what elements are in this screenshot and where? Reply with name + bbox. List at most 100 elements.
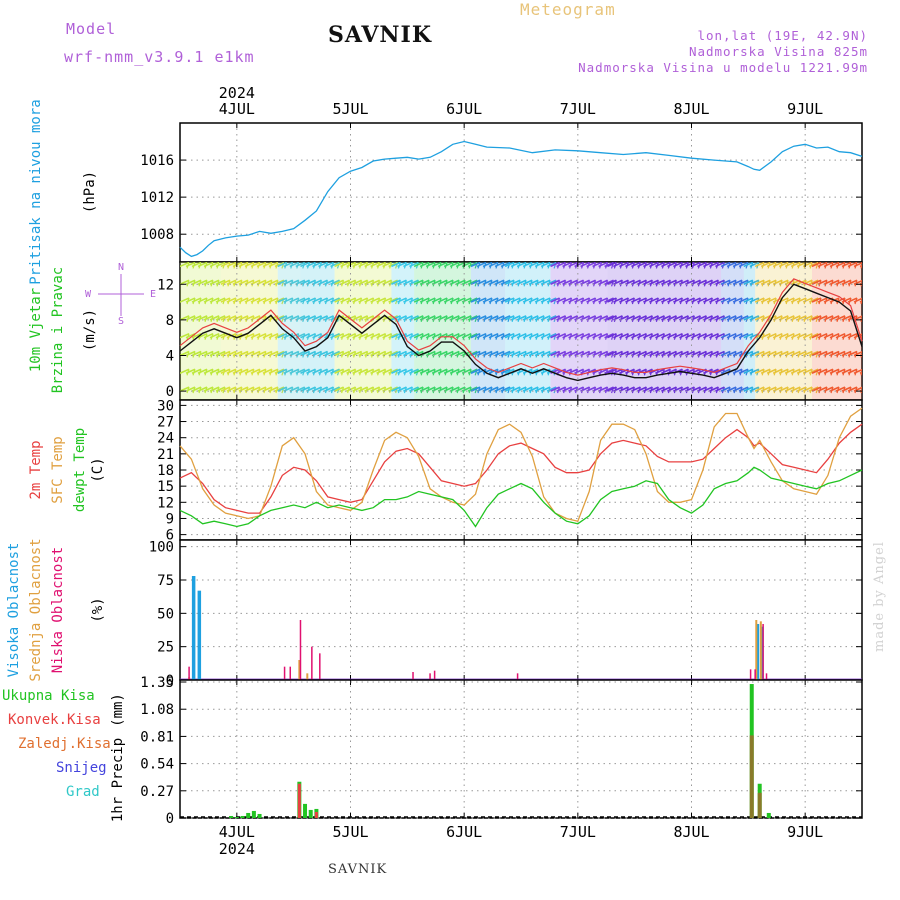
total-precip-bar [766, 812, 771, 818]
wind-barb [738, 297, 749, 303]
wind-barb [598, 386, 608, 392]
wind-gust-line [179, 278, 863, 376]
wind-barb [556, 386, 566, 392]
wind-barb [586, 297, 596, 303]
wind-barb [516, 386, 527, 392]
wind-barb [510, 262, 521, 268]
wind-barb [823, 262, 834, 268]
y-tick-label: 21 [157, 447, 174, 463]
wind-barb [274, 350, 285, 357]
wind-barb [431, 332, 442, 339]
wind-barb [649, 386, 659, 392]
wind-barb [685, 315, 695, 321]
wind-barb [431, 368, 442, 375]
wind-barb [289, 262, 300, 268]
wind-barb [534, 332, 545, 339]
wind-barb [841, 368, 852, 375]
wind-barb [455, 315, 466, 321]
wind-barb [455, 368, 466, 375]
wind-barb [598, 350, 608, 357]
wind-barb [808, 386, 819, 392]
wind-barb [562, 315, 572, 321]
wind-barb [522, 386, 533, 392]
wind-barb [853, 386, 862, 392]
wind-barb [835, 350, 846, 357]
wind-barb [749, 315, 760, 321]
wind-barb [811, 262, 822, 268]
total-precip-bar [308, 809, 313, 818]
wind-barb [673, 279, 683, 285]
wind-barb [185, 315, 196, 321]
wind-barb [556, 297, 566, 303]
wind-barb [790, 332, 801, 339]
wind-barb [720, 315, 731, 321]
wind-barb [250, 262, 261, 268]
wind-barb [534, 297, 545, 303]
wind-barb [743, 262, 754, 268]
wind-barb [262, 350, 273, 357]
low-cloud-bar [283, 666, 286, 680]
wind-speed-line [179, 283, 863, 382]
wind-barb [679, 332, 689, 339]
wind-barb [607, 350, 617, 357]
wind-barb [691, 297, 701, 303]
wind-barb [488, 315, 499, 321]
wind-barb [667, 386, 677, 392]
wind-barb [256, 368, 267, 375]
wind-barb [425, 332, 436, 339]
wind-barb [726, 279, 737, 285]
wind-barb [637, 262, 647, 268]
wind-barb [625, 350, 635, 357]
wind-barb [726, 332, 737, 339]
wind-barb [540, 279, 551, 285]
wind-barb [352, 279, 362, 285]
wind-barb [437, 315, 448, 321]
wind-barb [431, 279, 442, 285]
wind-barb [528, 297, 539, 303]
wind-barb [835, 262, 846, 268]
wind-barb [500, 262, 511, 268]
wind-barb [388, 386, 398, 392]
wind-barb [352, 262, 362, 268]
wind-barb [811, 350, 822, 357]
wind-barb [215, 279, 226, 285]
wind-barb [256, 279, 267, 285]
wind-barb [522, 332, 533, 339]
wind-barb [476, 386, 487, 392]
wind-barb [209, 332, 220, 339]
wind-barb [220, 350, 231, 357]
x-tick-label-top: 8JUL [673, 100, 709, 118]
low-cloud-bar [299, 620, 302, 680]
wind-barb [715, 262, 725, 268]
wind-barb [772, 262, 783, 268]
wind-barb [802, 262, 813, 268]
wind-barb [592, 279, 602, 285]
wind-barb [274, 315, 285, 321]
wind-barb [238, 279, 249, 285]
y-tick-label: 8 [166, 313, 174, 329]
wind-barb [358, 386, 368, 392]
y-tick-label: 12 [157, 495, 174, 511]
wind-barb [778, 368, 789, 375]
wind-barb [268, 350, 279, 357]
wind-barb [209, 297, 220, 303]
wind-barb [637, 386, 647, 392]
wind-barb [655, 297, 665, 303]
wind-barb [334, 315, 344, 321]
wind-barb [784, 262, 795, 268]
wind-barb [562, 332, 572, 339]
frozen-precip-bar [749, 735, 754, 818]
wind-barb [295, 368, 306, 375]
wind-barb [300, 279, 310, 285]
wind-barb [556, 279, 566, 285]
wind-barb [197, 297, 208, 303]
wind-barb [853, 368, 862, 375]
wind-barb [330, 262, 340, 268]
wind-barb [562, 386, 572, 392]
wind-barb [661, 386, 671, 392]
wind-barb [766, 350, 777, 357]
wind-barb [397, 350, 407, 357]
wind-barb [760, 386, 771, 392]
wind-barb [397, 262, 407, 268]
wind-barb [449, 368, 460, 375]
